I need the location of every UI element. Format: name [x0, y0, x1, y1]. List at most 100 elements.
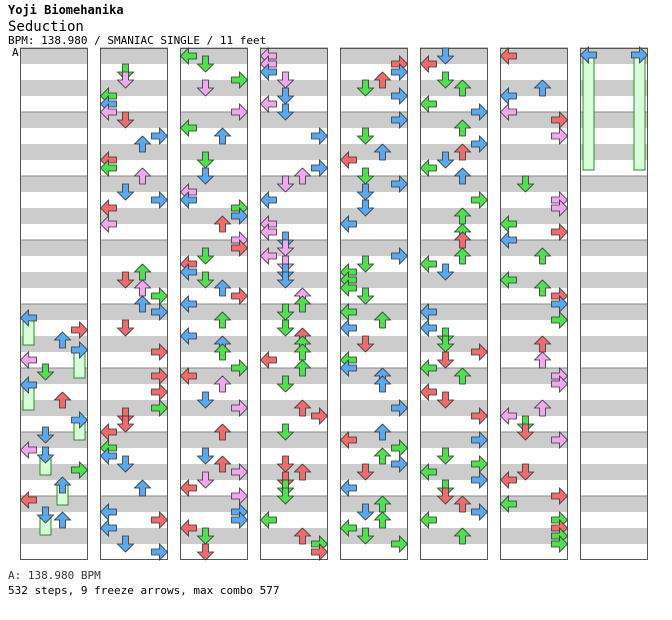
up-arrow-icon	[373, 71, 392, 89]
beat-stripe	[260, 80, 328, 96]
beat-stripe	[260, 368, 328, 384]
beat-stripe	[260, 144, 328, 160]
right-arrow-icon	[231, 487, 249, 505]
arrow-shape	[551, 127, 569, 145]
right-arrow-icon	[231, 399, 249, 417]
beat-stripe	[580, 176, 648, 192]
arrow-shape	[339, 479, 357, 497]
down-arrow-icon	[516, 175, 535, 193]
left-arrow-icon	[499, 271, 517, 289]
up-arrow-icon	[293, 167, 312, 185]
arrow-shape	[533, 351, 552, 369]
arrow-shape	[151, 127, 169, 145]
beat-stripe	[500, 240, 568, 256]
left-arrow-icon	[259, 351, 277, 369]
up-arrow-icon	[213, 455, 232, 473]
right-arrow-icon	[471, 103, 489, 121]
left-arrow-icon	[179, 367, 197, 385]
beat-stripe	[420, 464, 488, 480]
right-arrow-icon	[151, 287, 169, 305]
arrow-shape	[471, 455, 489, 473]
arrow-shape	[231, 359, 249, 377]
right-arrow-icon	[391, 439, 409, 457]
down-arrow-icon	[276, 71, 295, 89]
arrow-shape	[179, 263, 197, 281]
left-arrow-icon	[339, 279, 357, 297]
down-arrow-icon	[116, 71, 135, 89]
arrow-shape	[151, 191, 169, 209]
up-arrow-icon	[213, 215, 232, 233]
arrow-shape	[499, 215, 517, 233]
down-arrow-icon	[276, 375, 295, 393]
beat-stripe	[260, 432, 328, 448]
beat-stripe	[180, 208, 248, 224]
right-arrow-icon	[151, 343, 169, 361]
arrow-shape	[179, 295, 197, 313]
beat-stripe	[500, 112, 568, 128]
beat-stripe	[420, 400, 488, 416]
freeze-arrow-body	[582, 54, 595, 171]
arrow-shape	[259, 191, 277, 209]
arrow-shape	[356, 287, 375, 305]
beat-stripe	[260, 112, 328, 128]
left-arrow-icon	[339, 359, 357, 377]
down-arrow-icon	[116, 415, 135, 433]
right-arrow-icon	[471, 407, 489, 425]
arrow-shape	[276, 487, 295, 505]
beat-stripe	[20, 112, 88, 128]
arrow-shape	[471, 135, 489, 153]
arrow-shape	[213, 375, 232, 393]
arrow-shape	[19, 309, 37, 327]
arrow-shape	[231, 207, 249, 225]
arrow-shape	[453, 247, 472, 265]
left-arrow-icon	[19, 491, 37, 509]
arrow-shape	[213, 455, 232, 473]
arrow-shape	[373, 375, 392, 393]
beat-stripe	[100, 464, 168, 480]
arrow-shape	[311, 127, 329, 145]
arrow-shape	[276, 239, 295, 257]
up-arrow-icon	[53, 391, 72, 409]
arrow-shape	[471, 471, 489, 489]
arrow-shape	[391, 87, 409, 105]
arrow-shape	[179, 47, 197, 65]
arrow-shape	[516, 463, 535, 481]
arrow-shape	[71, 461, 89, 479]
down-arrow-icon	[356, 255, 375, 273]
right-arrow-icon	[311, 543, 329, 561]
arrow-shape	[196, 79, 215, 97]
right-arrow-icon	[231, 103, 249, 121]
arrow-shape	[373, 71, 392, 89]
left-arrow-icon	[419, 319, 437, 337]
up-arrow-icon	[53, 511, 72, 529]
down-arrow-icon	[116, 455, 135, 473]
left-arrow-icon	[499, 215, 517, 233]
up-arrow-icon	[53, 331, 72, 349]
arrow-shape	[533, 399, 552, 417]
beat-stripe	[20, 400, 88, 416]
arrow-shape	[373, 447, 392, 465]
arrow-shape	[276, 175, 295, 193]
left-arrow-icon	[259, 223, 277, 241]
left-arrow-icon	[499, 87, 517, 105]
arrow-shape	[276, 103, 295, 121]
arrow-shape	[579, 46, 597, 64]
down-arrow-icon	[116, 271, 135, 289]
arrow-shape	[551, 295, 569, 313]
right-arrow-icon	[551, 375, 569, 393]
arrow-shape	[453, 167, 472, 185]
arrow-shape	[36, 446, 55, 464]
arrow-shape	[293, 295, 312, 313]
arrow-shape	[499, 103, 517, 121]
beat-stripe	[580, 48, 648, 64]
right-arrow-icon	[551, 127, 569, 145]
left-arrow-icon	[179, 263, 197, 281]
arrow-shape	[533, 279, 552, 297]
arrow-shape	[419, 255, 437, 273]
up-arrow-icon	[453, 495, 472, 513]
beat-stripe	[340, 48, 408, 64]
down-arrow-icon	[276, 455, 295, 473]
beat-stripe	[580, 400, 648, 416]
arrow-shape	[419, 319, 437, 337]
arrow-shape	[436, 487, 455, 505]
